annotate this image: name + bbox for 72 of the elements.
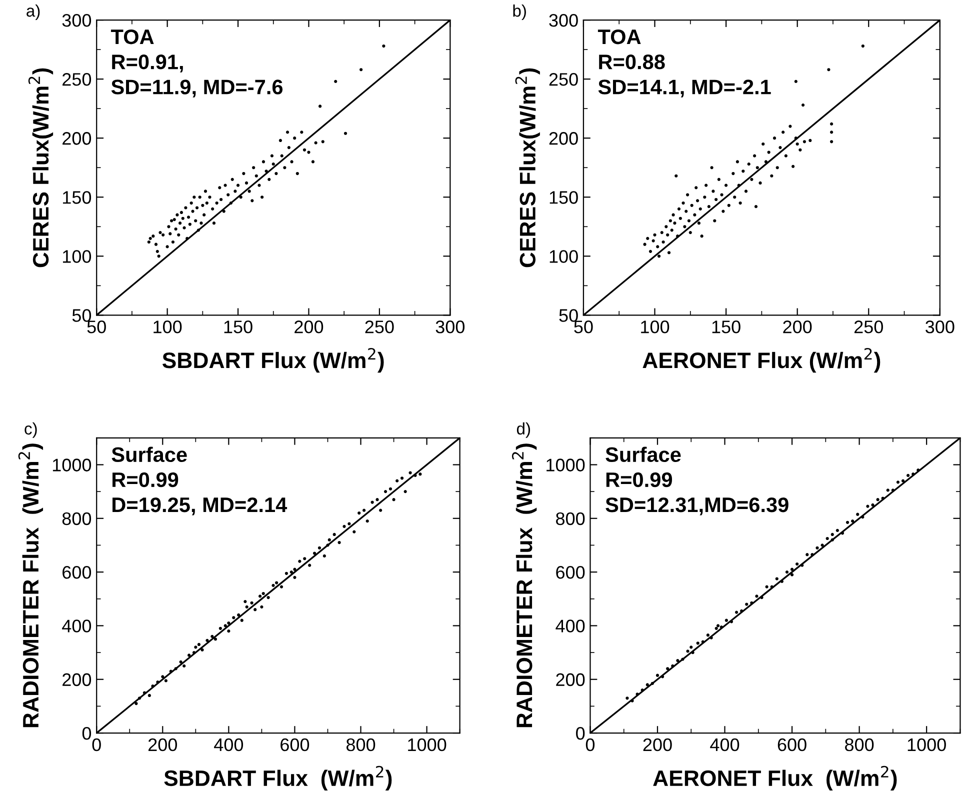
y-tick-label: 100 xyxy=(62,250,92,263)
y-tick-label: 0 xyxy=(82,726,92,740)
x-axis-title: SBDART Flux (W/m$^{2}$) xyxy=(162,348,384,373)
x-axis-title: AERONET Flux (W/m$^{2}$) xyxy=(653,766,897,790)
y-tick-label: 600 xyxy=(62,566,92,579)
x-tick-label: 400 xyxy=(214,738,244,752)
x-tick-label: 400 xyxy=(710,738,740,752)
x-tick-label: 1000 xyxy=(908,738,946,752)
y-tick-label: 50 xyxy=(72,309,92,322)
x-tick-label: 800 xyxy=(845,738,874,752)
x-axis-title: SBDART Flux (W/m$^{2}$) xyxy=(164,766,392,790)
annotation: SD=12.31,MD=6.39 xyxy=(606,497,788,516)
x-tick-label: 150 xyxy=(712,320,740,334)
y-tick-label: 300 xyxy=(549,14,578,27)
annotation: R=0.91, xyxy=(112,54,183,72)
x-tick-label: 600 xyxy=(280,738,310,752)
y-tick-label: 400 xyxy=(62,620,92,632)
y-tick-label: 200 xyxy=(556,673,585,686)
y-axis-title: RADIOMETER Flux (W/m$^{2}$) xyxy=(512,444,537,728)
y-tick-label: 300 xyxy=(62,14,92,27)
x-tick-label: 300 xyxy=(436,320,465,334)
x-tick-label: 200 xyxy=(643,738,672,752)
y-tick-label: 50 xyxy=(559,309,578,322)
x-tick-label: 0 xyxy=(586,738,595,752)
y-tick-label: 200 xyxy=(62,132,92,145)
annotation: SD=14.1, MD=-2.1 xyxy=(598,80,771,98)
y-tick-label: 800 xyxy=(62,512,92,526)
annotation: TOA xyxy=(598,29,641,44)
x-axis-title: AERONET Flux (W/m$^{2}$) xyxy=(642,348,880,373)
annotation: Surface xyxy=(606,446,681,462)
x-tick-label: 250 xyxy=(854,320,883,334)
y-tick-label: 250 xyxy=(549,73,578,86)
annotation: D=19.25, MD=2.14 xyxy=(112,497,288,516)
annotation: Surface xyxy=(112,446,187,462)
x-tick-label: 200 xyxy=(783,320,812,334)
y-axis-title: CERES Flux(W/m$^{2}$) xyxy=(28,68,54,268)
y-tick-label: 600 xyxy=(556,566,585,579)
x-tick-label: 600 xyxy=(778,738,806,752)
annotation: R=0.99 xyxy=(112,472,178,488)
y-tick-label: 200 xyxy=(62,673,92,686)
x-tick-label: 150 xyxy=(224,320,252,334)
x-tick-label: 1000 xyxy=(408,738,446,752)
chart-title: b) xyxy=(513,4,526,20)
annotation: SD=11.9, MD=-7.6 xyxy=(111,80,283,98)
chart-title: c) xyxy=(24,422,37,438)
x-tick-label: 250 xyxy=(365,320,394,334)
annotation: TOA xyxy=(110,29,154,44)
annotation: R=0.99 xyxy=(606,472,672,488)
x-tick-label: 300 xyxy=(926,320,954,334)
chart-title: a) xyxy=(26,4,40,20)
x-tick-label: 0 xyxy=(92,738,101,752)
x-tick-label: 100 xyxy=(154,320,182,334)
x-tick-label: 100 xyxy=(641,320,670,334)
y-axis-title: CERES Flux(W/m$^{2}$) xyxy=(515,68,540,268)
y-tick-label: 0 xyxy=(576,726,585,740)
x-tick-label: 50 xyxy=(574,320,593,334)
chart-title: d) xyxy=(516,422,530,438)
y-axis-title: RADIOMETER Flux (W/m$^{2}$) xyxy=(18,444,44,728)
x-tick-label: 200 xyxy=(148,738,177,752)
y-tick-label: 400 xyxy=(556,620,585,632)
y-tick-label: 150 xyxy=(62,191,92,204)
y-tick-label: 150 xyxy=(550,191,578,204)
y-tick-label: 250 xyxy=(62,73,92,86)
x-tick-label: 200 xyxy=(294,320,324,334)
y-tick-label: 200 xyxy=(549,132,578,145)
x-tick-label: 800 xyxy=(346,738,376,752)
annotation: R=0.88 xyxy=(599,54,665,70)
y-tick-label: 100 xyxy=(550,250,578,263)
y-tick-label: 1000 xyxy=(546,458,585,472)
y-tick-label: 1000 xyxy=(52,458,92,472)
x-tick-label: 50 xyxy=(87,320,106,334)
y-tick-label: 800 xyxy=(556,512,585,526)
